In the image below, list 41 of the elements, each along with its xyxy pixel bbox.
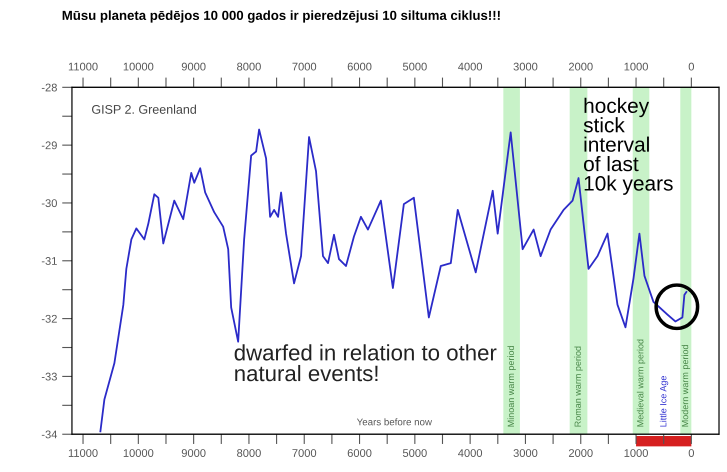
x2-tick-label: 8000 <box>237 62 261 71</box>
band-label: Modern warm period <box>682 345 690 427</box>
y-tick-label: -31 <box>42 257 57 265</box>
x-tick-label: 9000 <box>182 449 206 457</box>
x-tick-label: 8000 <box>237 449 261 457</box>
x2-tick-label: 6000 <box>348 62 372 71</box>
y-tick-label: -30 <box>42 199 57 208</box>
annotation: dwarfed in relation to other natural events! <box>234 344 496 382</box>
x-tick-label: 4000 <box>458 449 482 457</box>
x2-tick-label: 1000 <box>624 62 648 71</box>
x2-tick-label: 9000 <box>182 62 206 71</box>
x-tick-label: 3000 <box>514 449 538 457</box>
x-tick-label: 10000 <box>124 449 154 457</box>
x-tick-label: 5000 <box>402 449 427 457</box>
x-axis-title: Years before now <box>356 418 432 426</box>
x2-tick-label: 10000 <box>124 62 154 71</box>
band-label: Minoan warm period <box>507 346 516 427</box>
x-tick-label: 7000 <box>292 449 316 457</box>
annotation: hockey stick interval of last 10k years <box>584 98 673 195</box>
x-tick-label: 6000 <box>348 449 372 457</box>
x-tick-label: 1000 <box>624 449 648 457</box>
x2-tick-label: 11000 <box>68 62 98 71</box>
y-tick-label: -33 <box>42 372 57 381</box>
y-tick-label: -29 <box>42 141 57 150</box>
band-label: Roman warm period <box>574 346 583 427</box>
x-tick-label: 0 <box>688 449 694 457</box>
x2-tick-label: 2000 <box>568 62 593 71</box>
y-tick-label: -34 <box>42 430 58 438</box>
y-tick-label: -32 <box>42 314 57 323</box>
x-tick-label: 11000 <box>68 449 98 457</box>
x2-tick-label: 0 <box>688 62 694 71</box>
band-label: Medieval warm period <box>636 340 646 427</box>
annotation: Little Ice Age <box>660 376 668 427</box>
x2-tick-label: 3000 <box>514 62 538 71</box>
x2-tick-label: 4000 <box>458 62 482 71</box>
x-tick-label: 2000 <box>568 449 593 457</box>
x2-tick-label: 5000 <box>402 62 427 71</box>
chart-title: Mūsu planeta pēdējos 10 000 gados ir pieredzējusi 10 siltuma ciklus!!! <box>62 10 500 23</box>
y-tick-label: -28 <box>42 84 57 92</box>
annotation: GISP 2. Greenland <box>92 104 196 114</box>
x2-tick-label: 7000 <box>292 62 316 71</box>
